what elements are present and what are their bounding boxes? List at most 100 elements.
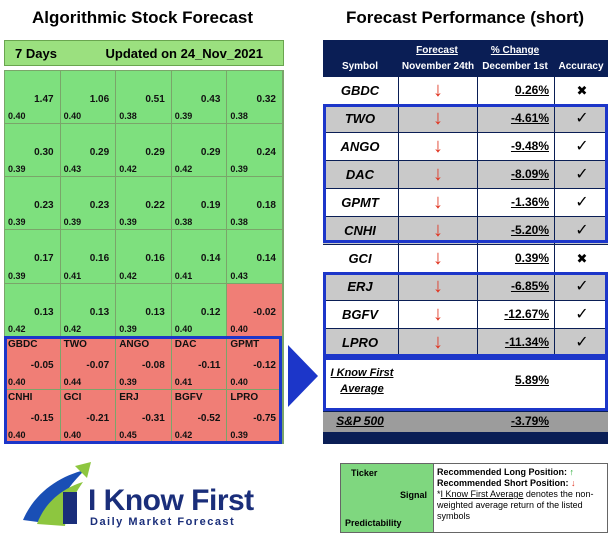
cell-predictability: 0.41 <box>63 270 82 281</box>
logo-tagline: Daily Market Forecast <box>90 516 236 528</box>
average-value: 5.89% <box>514 373 549 387</box>
arrow-down-icon: ↓ <box>398 245 477 272</box>
cell-signal: 0.29 <box>145 147 165 159</box>
heatmap-cell: 1.06 0.40 <box>60 71 117 125</box>
performance-row: CNHI ↓ -5.20% ✓ <box>323 217 608 245</box>
heatmap-cell: 0.18 0.38 <box>227 177 283 231</box>
arrow-right-icon <box>288 345 318 407</box>
cell-predictability: 0.41 <box>174 376 193 387</box>
cell-ticker: GCI <box>63 391 82 403</box>
col-change: % Change <box>490 45 540 56</box>
performance-row: LPRO ↓ -11.34% ✓ <box>323 329 608 357</box>
cell-ticker: GPMT <box>230 338 260 350</box>
heatmap-cell: GBDC -0.05 0.40 <box>5 336 61 390</box>
col-symbol: Symbol <box>341 61 379 72</box>
col-forecast: Forecast <box>416 45 458 56</box>
row-symbol: GPMT <box>341 195 379 210</box>
row-change: -11.34% <box>477 329 553 356</box>
cell-signal: 0.13 <box>145 306 165 318</box>
arrow-down-icon: ↓ <box>398 77 477 104</box>
arrow-down-icon: ↓ <box>398 161 477 188</box>
row-symbol: LPRO <box>341 335 379 350</box>
arrow-down-icon: ↓ <box>398 105 477 132</box>
heatmap-cell: 0.13 0.42 <box>5 283 61 337</box>
cell-predictability: 0.39 <box>119 323 137 334</box>
cell-predictability: 0.40 <box>8 429 26 440</box>
heatmap-cell: 0.23 0.39 <box>60 177 117 231</box>
cell-predictability: 0.42 <box>119 164 137 175</box>
cell-ticker: GBDC <box>8 338 38 350</box>
row-change: -8.09% <box>477 161 553 188</box>
forecast-heatmap: 1.47 0.40 1.06 0.40 0.51 0.38 0.43 0.39 0.32 0.38… <box>4 70 284 444</box>
legend-box: Ticker Signal Predictability Recommended… <box>340 463 608 533</box>
cell-signal: 0.14 <box>256 253 276 265</box>
arrow-down-icon: ↓ <box>398 301 477 328</box>
cell-predictability: 0.39 <box>119 376 137 387</box>
checkmark-icon: ✓ <box>554 105 609 132</box>
checkmark-icon: ✓ <box>554 133 609 160</box>
cell-signal: -0.12 <box>253 359 276 371</box>
row-symbol: ERJ <box>347 279 373 294</box>
cell-signal: 0.16 <box>145 253 165 265</box>
cell-predictability: 0.40 <box>8 376 26 387</box>
legend-short: Recommended Short Position: <box>437 478 569 488</box>
heatmap-cell: 0.14 0.41 <box>171 230 228 284</box>
heatmap-cell: 1.47 0.40 <box>5 71 61 125</box>
cell-predictability: 0.39 <box>8 164 26 175</box>
i-know-first-logo <box>23 462 91 526</box>
cell-signal: 0.12 <box>200 306 221 318</box>
cell-predictability: 0.39 <box>230 429 248 440</box>
cell-signal: 0.24 <box>256 147 276 159</box>
heatmap-cell: 0.14 0.43 <box>227 230 283 284</box>
performance-row: BGFV ↓ -12.67% ✓ <box>323 301 608 329</box>
heatmap-cell: 0.23 0.39 <box>5 177 61 231</box>
row-change: -9.48% <box>477 133 553 160</box>
row-symbol: CNHI <box>344 223 376 238</box>
cell-predictability: 0.43 <box>63 164 82 175</box>
heatmap-cell: 0.43 0.39 <box>171 71 228 125</box>
cell-signal: 0.51 <box>145 94 165 105</box>
cell-predictability: 0.42 <box>63 323 82 334</box>
cell-predictability: 0.40 <box>230 323 248 334</box>
heatmap-cell: 0.12 0.40 <box>171 283 228 337</box>
performance-row: ERJ ↓ -6.85% ✓ <box>323 273 608 301</box>
cell-signal: 1.47 <box>34 94 54 105</box>
cell-signal: 0.23 <box>34 200 54 212</box>
row-change: -12.67% <box>477 301 553 328</box>
legend-predictability: Predictability <box>345 518 402 528</box>
checkmark-icon: ✓ <box>554 189 609 216</box>
performance-header: Symbol Forecast November 24th % Change D… <box>323 40 608 76</box>
cell-predictability: 0.40 <box>174 323 193 334</box>
cell-signal: 0.22 <box>145 200 165 212</box>
heatmap-cell: LPRO -0.75 0.39 <box>227 389 283 443</box>
arrow-down-icon: ↓ <box>398 217 477 244</box>
row-change: -1.36% <box>477 189 553 216</box>
cell-predictability: 0.40 <box>63 429 82 440</box>
arrow-down-icon: ↓ <box>571 478 576 488</box>
legend-text: Recommended Long Position: ↑ Recommended… <box>437 467 594 521</box>
checkmark-icon: ✓ <box>554 329 609 356</box>
performance-title: Forecast Performance (short) <box>345 8 585 27</box>
cell-signal: -0.31 <box>142 412 165 424</box>
heatmap-cell: 0.16 0.42 <box>116 230 172 284</box>
heatmap-cell: CNHI -0.15 0.40 <box>5 389 61 443</box>
heatmap-cell: 0.13 0.39 <box>116 283 172 337</box>
cell-predictability: 0.40 <box>8 111 26 122</box>
cell-signal: -0.21 <box>86 412 110 424</box>
cell-signal: -0.08 <box>142 359 165 371</box>
heatmap-cell: GCI -0.21 0.40 <box>60 389 117 443</box>
heatmap-cell: 0.29 0.42 <box>116 124 172 178</box>
cell-signal: 0.29 <box>200 147 221 159</box>
row-change: 0.26% <box>477 77 553 104</box>
performance-row: TWO ↓ -4.61% ✓ <box>323 105 608 133</box>
cell-ticker: ANGO <box>119 338 150 350</box>
row-symbol: GBDC <box>340 83 380 98</box>
logo-name: I Know First <box>88 484 254 517</box>
heatmap-cell: BGFV -0.52 0.42 <box>171 389 228 443</box>
cell-predictability: 0.39 <box>8 217 26 228</box>
cell-predictability: 0.40 <box>230 376 248 387</box>
legend-average-desc: denotes the non-weighted average return … <box>437 489 594 521</box>
performance-table: Symbol Forecast November 24th % Change D… <box>323 40 608 444</box>
cell-ticker: DAC <box>174 338 197 350</box>
cell-predictability: 0.38 <box>119 111 137 122</box>
